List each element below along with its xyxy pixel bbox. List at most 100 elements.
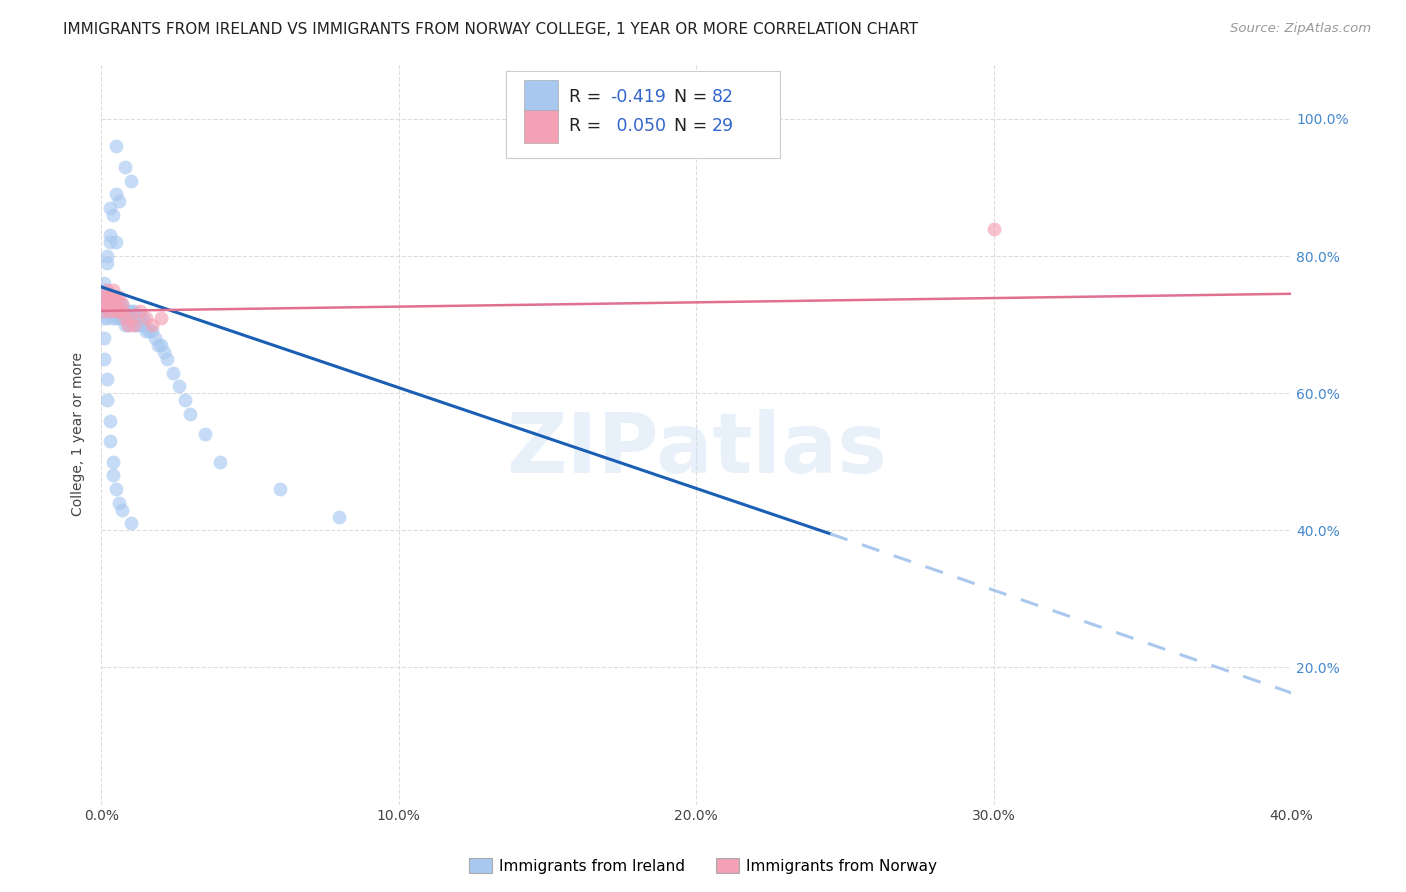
Text: N =: N = (673, 87, 713, 105)
Point (96, 392, 118, 407)
Point (141, 325, 163, 339)
Point (93, 304, 115, 318)
Point (149, 310, 172, 325)
Point (96, 304, 118, 318)
Point (93, 277, 115, 291)
Point (141, 318, 163, 332)
Y-axis label: College, 1 year or more: College, 1 year or more (72, 352, 86, 516)
Point (96, 283, 118, 297)
Point (167, 379, 190, 393)
Point (269, 482, 291, 496)
Legend: Immigrants from Ireland, Immigrants from Norway: Immigrants from Ireland, Immigrants from… (463, 852, 943, 880)
Point (111, 297, 134, 311)
Text: -0.419: -0.419 (610, 87, 666, 105)
Point (105, 297, 128, 311)
Point (111, 304, 134, 318)
Point (105, 482, 128, 496)
Point (105, 310, 128, 325)
Point (149, 338, 172, 352)
Point (93, 331, 115, 345)
Point (111, 297, 134, 311)
FancyBboxPatch shape (523, 80, 558, 113)
FancyBboxPatch shape (506, 70, 779, 158)
Text: R =: R = (569, 87, 606, 105)
Point (108, 304, 131, 318)
Point (105, 187, 128, 202)
Point (93, 304, 115, 318)
Point (125, 318, 148, 332)
Point (101, 304, 124, 318)
Point (162, 366, 184, 380)
Point (983, 221, 1005, 235)
Point (128, 304, 150, 318)
Text: 82: 82 (711, 87, 734, 105)
Point (98, 304, 121, 318)
Point (120, 173, 142, 187)
Point (98, 290, 121, 304)
Point (98, 297, 121, 311)
Point (120, 516, 142, 531)
Point (98, 290, 121, 304)
Point (105, 304, 128, 318)
Point (96, 290, 118, 304)
FancyBboxPatch shape (523, 110, 558, 143)
Point (135, 325, 157, 339)
Point (117, 318, 139, 332)
Point (122, 304, 145, 318)
Point (108, 496, 131, 510)
Point (93, 290, 115, 304)
Point (101, 468, 124, 483)
Point (117, 318, 139, 332)
Point (152, 345, 174, 359)
Point (138, 325, 160, 339)
Point (98, 235, 121, 250)
Point (93, 297, 115, 311)
Point (143, 331, 166, 345)
Point (209, 455, 232, 469)
Point (114, 318, 136, 332)
Point (96, 297, 118, 311)
Point (98, 414, 121, 428)
Point (108, 194, 131, 209)
Point (96, 372, 118, 386)
Point (122, 318, 145, 332)
Point (117, 304, 139, 318)
Point (111, 304, 134, 318)
Point (128, 318, 150, 332)
Point (98, 434, 121, 449)
Point (114, 160, 136, 174)
Text: ZIPatlas: ZIPatlas (506, 409, 887, 490)
Point (96, 249, 118, 263)
Point (96, 290, 118, 304)
Text: R =: R = (569, 117, 606, 136)
Point (101, 297, 124, 311)
Point (108, 310, 131, 325)
Point (120, 310, 142, 325)
Point (114, 304, 136, 318)
Point (101, 290, 124, 304)
Text: 29: 29 (711, 117, 734, 136)
Point (132, 318, 155, 332)
Point (117, 310, 139, 325)
Point (108, 304, 131, 318)
Point (173, 392, 195, 407)
Point (146, 338, 169, 352)
Point (93, 351, 115, 366)
Point (101, 297, 124, 311)
Point (194, 427, 217, 442)
Point (93, 297, 115, 311)
Point (105, 297, 128, 311)
Point (98, 228, 121, 243)
Point (96, 297, 118, 311)
Point (105, 139, 128, 153)
Point (101, 310, 124, 325)
Point (101, 290, 124, 304)
Point (98, 297, 121, 311)
Point (179, 407, 201, 421)
Point (328, 509, 350, 524)
Point (96, 256, 118, 270)
Point (101, 283, 124, 297)
Point (114, 310, 136, 325)
Point (122, 318, 145, 332)
Point (93, 310, 115, 325)
